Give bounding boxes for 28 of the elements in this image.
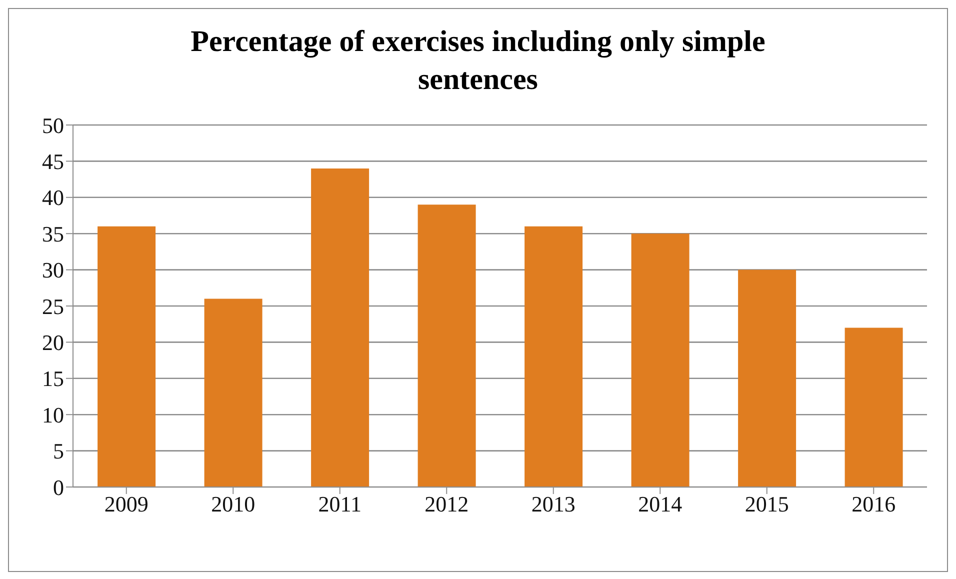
x-tick-label: 2011 [318,492,362,517]
x-tick-label: 2015 [744,492,789,517]
y-tick-label: 35 [42,221,64,246]
x-tick-label: 2013 [531,492,576,517]
y-tick-label: 0 [53,474,64,500]
y-tick-label: 30 [42,258,64,283]
x-tick-label: 2014 [638,492,682,517]
y-tick-label: 40 [42,185,64,210]
y-tick-label: 5 [53,438,64,464]
bar [738,270,796,487]
y-tick-label: 10 [42,402,64,428]
bar [418,204,476,487]
y-tick-label: 20 [42,330,64,356]
bar [631,234,690,487]
x-tick-label: 2010 [211,492,256,517]
bar [204,298,262,487]
bar [844,328,903,487]
y-tick-label: 25 [42,294,64,319]
x-tick-label: 2016 [852,492,896,517]
x-tick-label: 2012 [424,492,469,517]
bar [311,168,370,487]
x-tick-label: 2009 [104,492,148,517]
y-tick-label: 50 [42,112,64,138]
y-tick-label: 15 [42,366,64,392]
bar [98,226,156,487]
y-tick-label: 45 [42,149,64,174]
bar [524,226,583,487]
chart-title: Percentage of exercises including only simple sentences [190,24,766,98]
